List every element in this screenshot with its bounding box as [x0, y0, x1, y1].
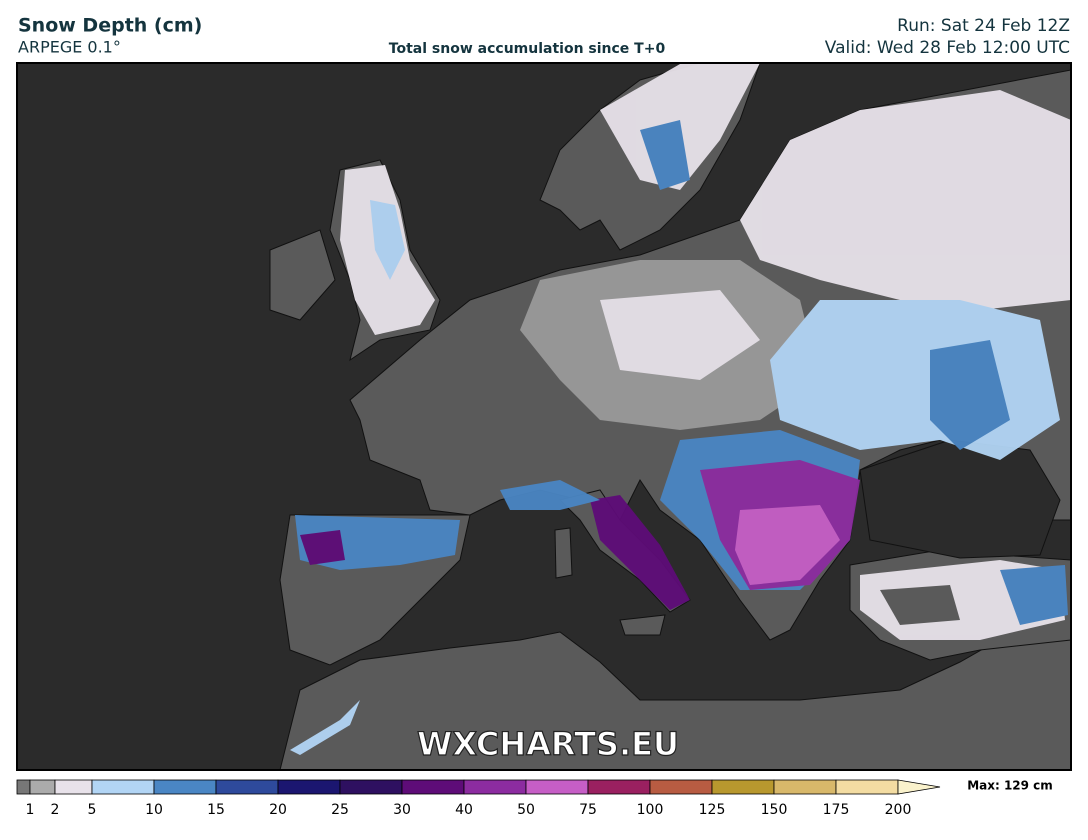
- colorbar-segment: [29, 779, 56, 795]
- colorbar-segment: [54, 779, 93, 795]
- subtitle: Total snow accumulation since T+0: [389, 41, 666, 57]
- colorbar: 1 2 5 10 15 20 25 30 40 50 75 100 125 150 175 200: [16, 779, 941, 818]
- colorbar-tick-label: 200: [885, 802, 912, 818]
- valid-time: Valid: Wed 28 Feb 12:00 UTC: [825, 38, 1070, 58]
- colorbar-tick-label: 10: [145, 802, 163, 818]
- colorbar-segment: [401, 779, 465, 795]
- colorbar-segment: [16, 779, 31, 795]
- colorbar-tick-label: 100: [637, 802, 664, 818]
- colorbar-segment: [277, 779, 341, 795]
- colorbar-segment: [773, 779, 837, 795]
- colorbar-tick-label: 40: [455, 802, 473, 818]
- colorbar-segment: [835, 779, 899, 795]
- colorbar-segment: [463, 779, 527, 795]
- colorbar-tick-label: 50: [517, 802, 535, 818]
- colorbar-tick-label: 175: [823, 802, 850, 818]
- map-frame: [16, 62, 1072, 771]
- title: Snow Depth (cm): [18, 15, 202, 37]
- map: [16, 62, 1072, 771]
- colorbar-tick-label: 1: [26, 802, 35, 818]
- colorbar-tick-label: 5: [88, 802, 97, 818]
- colorbar-tick-label: 125: [699, 802, 726, 818]
- colorbar-tick-label: 2: [51, 802, 60, 818]
- run-time: Run: Sat 24 Feb 12Z: [897, 16, 1070, 36]
- colorbar-segment: [711, 779, 775, 795]
- colorbar-segment: [339, 779, 403, 795]
- colorbar-tick-label: 150: [761, 802, 788, 818]
- colorbar-extension: [897, 779, 941, 795]
- colorbar-segment: [525, 779, 589, 795]
- colorbar-segment: [649, 779, 713, 795]
- colorbar-tick-label: 20: [269, 802, 287, 818]
- colorbar-segment: [153, 779, 217, 795]
- model: ARPEGE 0.1°: [18, 38, 121, 57]
- colorbar-segment: [215, 779, 279, 795]
- colorbar-segment: [587, 779, 651, 795]
- colorbar-tick-label: 15: [207, 802, 225, 818]
- max-label: Max: 129 cm: [967, 779, 1053, 793]
- watermark: WXCHARTS.EU: [417, 725, 679, 763]
- colorbar-tick-label: 30: [393, 802, 411, 818]
- snow-cover: [290, 63, 1071, 755]
- colorbar-tick-label: 75: [579, 802, 597, 818]
- colorbar-tick-label: 25: [331, 802, 349, 818]
- colorbar-segment: [91, 779, 155, 795]
